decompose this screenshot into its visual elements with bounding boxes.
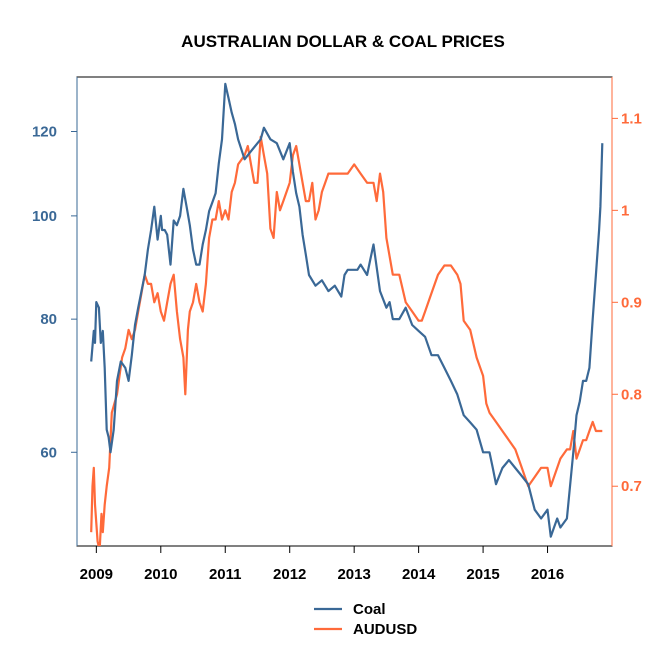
left-tick-label: 100 <box>32 208 57 225</box>
legend-label-audusd: AUDUSD <box>353 621 417 638</box>
left-tick-label: 80 <box>40 311 57 328</box>
right-tick-label: 0.7 <box>621 478 642 495</box>
x-tick-label: 2013 <box>337 566 370 583</box>
legend-label-coal: Coal <box>353 601 386 618</box>
series-line-audusd <box>90 135 603 546</box>
right-tick-label: 1 <box>621 202 629 219</box>
series-line-coal <box>90 82 604 538</box>
series-layer <box>90 82 604 546</box>
chart-title: AUSTRALIAN DOLLAR & COAL PRICES <box>181 32 505 51</box>
x-tick-label: 2016 <box>531 566 564 583</box>
plot-frame <box>76 76 613 547</box>
legend: Coal AUDUSD <box>314 601 417 638</box>
x-axis: 2009 2010 2011 2012 2013 2014 2015 2016 <box>80 546 564 583</box>
right-tick-label: 1.1 <box>621 110 642 127</box>
left-tick-label: 120 <box>32 124 57 141</box>
right-tick-label: 0.8 <box>621 386 642 403</box>
x-tick-label: 2010 <box>144 566 177 583</box>
right-tick-label: 0.9 <box>621 294 642 311</box>
left-y-axis: 60 80 100 120 <box>32 77 78 546</box>
x-tick-label: 2009 <box>80 566 113 583</box>
x-tick-label: 2015 <box>466 566 499 583</box>
x-tick-label: 2012 <box>273 566 306 583</box>
x-tick-label: 2014 <box>402 566 436 583</box>
right-y-axis: 0.7 0.8 0.9 1 1.1 <box>611 77 642 546</box>
left-tick-label: 60 <box>40 444 57 461</box>
x-tick-label: 2011 <box>209 566 242 583</box>
